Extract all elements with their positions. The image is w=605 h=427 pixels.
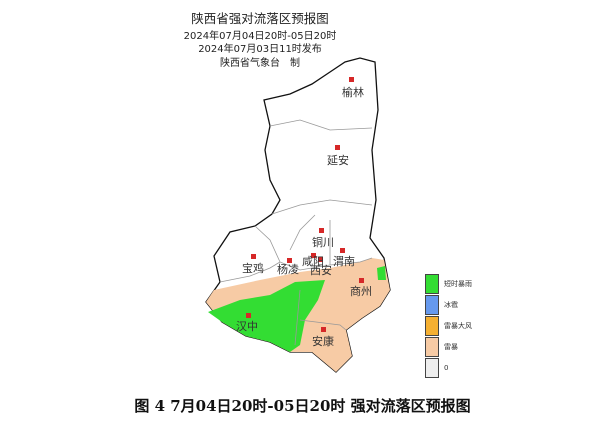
city-markers: [246, 77, 364, 332]
legend-swatch: [425, 294, 439, 315]
city-label: 商州: [350, 284, 372, 298]
legend-label: 雷暴: [444, 342, 458, 351]
legend-item: 0: [425, 357, 495, 378]
city-label: 咸阳: [302, 255, 324, 268]
city-label: 榆林: [342, 85, 364, 99]
legend-label: 冰雹: [444, 300, 458, 309]
legend-label: 雷暴大风: [444, 321, 472, 330]
map-title: 陕西省强对流落区预报图: [191, 11, 329, 26]
legend-label: 短时暴雨: [444, 279, 472, 288]
legend-swatch: [425, 315, 439, 336]
city-label: 汉中: [236, 320, 258, 333]
figure-caption: 图 4 7月04日20时-05日20时 强对流落区预报图: [134, 397, 471, 415]
city-label: 西安: [310, 263, 332, 277]
city-label: 渭南: [333, 255, 355, 268]
legend-item: 冰雹: [425, 294, 495, 315]
city-label: 杨凌: [277, 262, 299, 276]
city-label: 宝鸡: [242, 261, 264, 275]
city-boundaries: [219, 119, 373, 346]
city-label: 延安: [327, 153, 349, 167]
valid-period: 2024年07月04日20时-05日20时: [183, 31, 337, 42]
legend-swatch: [425, 336, 439, 357]
legend-item: 雷暴: [425, 336, 495, 357]
city-label: 安康: [312, 334, 334, 348]
issue-time: 2024年07月03日11时发布: [198, 44, 322, 55]
legend-label: 0: [444, 363, 449, 372]
city-label: 铜川: [312, 235, 334, 249]
legend-swatch: [425, 357, 439, 378]
legend-item: 雷暴大风: [425, 315, 495, 336]
producer: 陕西省气象台 制: [220, 58, 300, 69]
legend-item: 短时暴雨: [425, 273, 495, 294]
legend-swatch: [425, 273, 439, 294]
legend: 短时暴雨 冰雹 雷暴大风 雷暴 0: [425, 273, 495, 378]
short-time-heavy-rain-area-east: [377, 266, 386, 280]
